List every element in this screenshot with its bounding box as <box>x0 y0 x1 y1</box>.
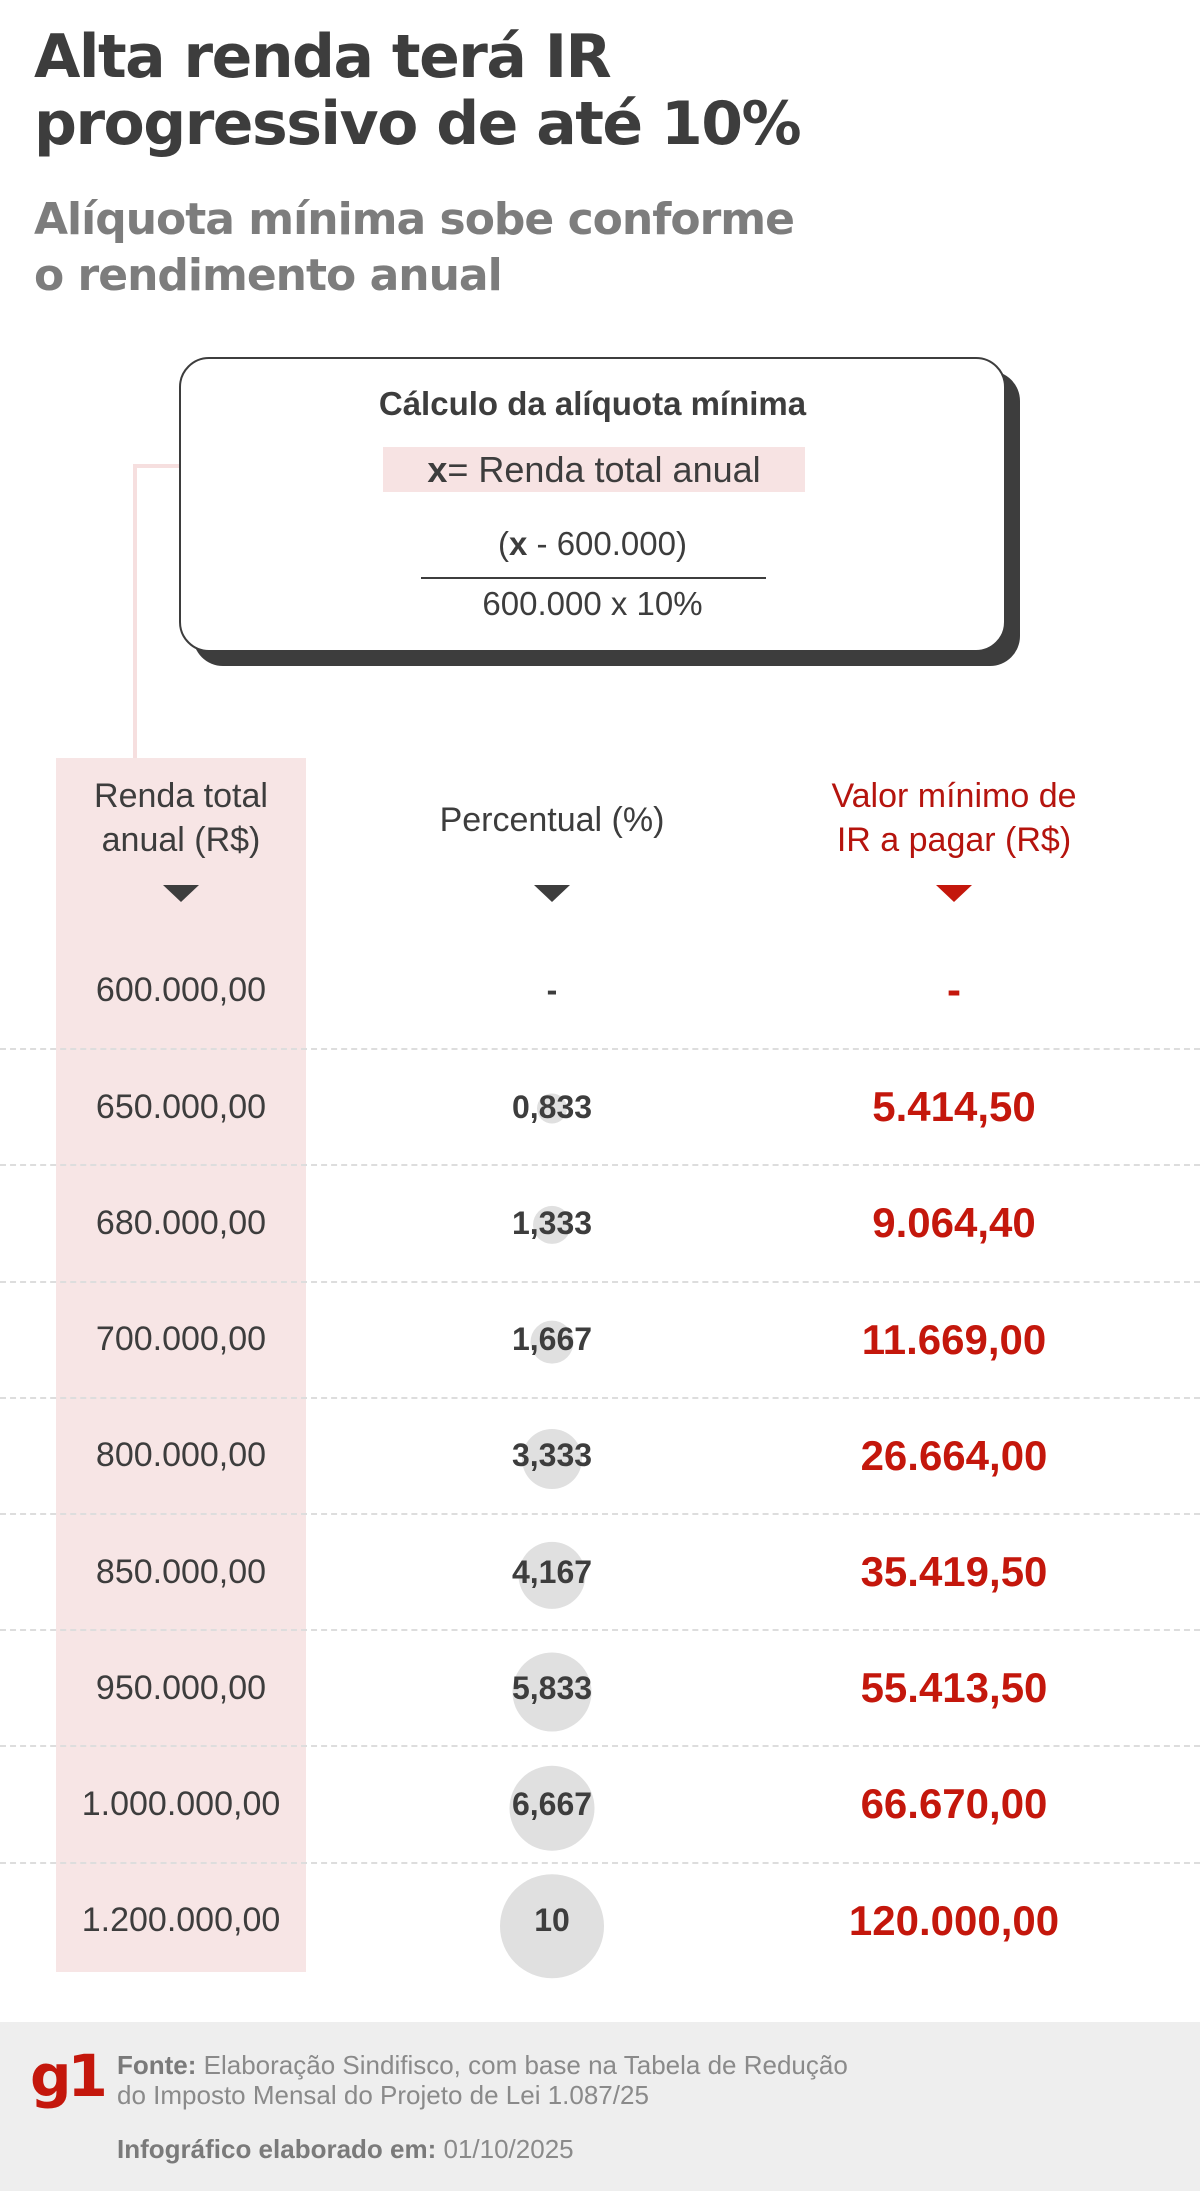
footer: g1 Fonte: Elaboração Sindifisco, com bas… <box>0 2022 1200 2191</box>
renda-cell: 650.000,00 <box>95 1087 267 1126</box>
valor-cell: 9.064,40 <box>872 1199 1036 1247</box>
numerator-rest: - 600.000) <box>527 525 687 562</box>
table-row: 600.000,00 - - <box>0 932 1200 1048</box>
table-row: 650.000,00 0,833 5.414,50 <box>0 1048 1200 1164</box>
percentual-bubble <box>537 1093 567 1124</box>
column-header-renda-line-2: anual (R$) <box>101 821 261 859</box>
fraction-line <box>421 577 766 579</box>
percentual-cell: 5,833 <box>452 1631 652 1745</box>
percentual-cell: 3,333 <box>452 1399 652 1513</box>
percentual-value: 4,167 <box>511 1553 593 1590</box>
percentual-bubble <box>509 1766 595 1852</box>
valor-cell: 66.670,00 <box>860 1780 1048 1828</box>
column-header-valor-line-2: IR a pagar (R$) <box>836 821 1072 859</box>
formula-definition: x= Renda total anual <box>383 447 805 492</box>
renda-cell: 1.200.000,00 <box>81 1901 281 1940</box>
percentual-cell: 10 <box>452 1864 652 1978</box>
source-label: Fonte: <box>117 2050 197 2080</box>
table-row: 850.000,00 4,167 35.419,50 <box>0 1512 1200 1629</box>
percentual-value: 10 <box>534 1902 570 1939</box>
made-label: Infográfico elaborado em: <box>117 2134 437 2164</box>
column-header-renda: Renda total anual (R$) <box>56 774 306 862</box>
formula-definition-text: = Renda total anual <box>447 449 761 490</box>
page-title: Alta renda terá IR progressivo de até 10… <box>34 24 1174 158</box>
valor-cell: - <box>947 966 961 1014</box>
table-row: 950.000,00 5,833 55.413,50 <box>0 1629 1200 1745</box>
made-date: Infográfico elaborado em: 01/10/2025 <box>117 2134 574 2165</box>
renda-cell: 850.000,00 <box>95 1552 267 1591</box>
renda-cell: 950.000,00 <box>95 1668 267 1707</box>
percentual-cell: - <box>452 932 652 1048</box>
valor-cell: 11.669,00 <box>861 1315 1047 1363</box>
renda-cell: 1.000.000,00 <box>81 1784 281 1823</box>
renda-cell: 700.000,00 <box>95 1320 267 1359</box>
down-arrow-icon <box>534 885 570 902</box>
percentual-cell: 6,667 <box>452 1747 652 1861</box>
percentual-value: 1,667 <box>511 1321 593 1358</box>
valor-cell: 26.664,00 <box>860 1431 1048 1479</box>
page-subtitle: Alíquota mínima sobe conforme o rendimen… <box>34 192 1174 304</box>
numerator-variable: x <box>509 525 528 562</box>
down-arrow-icon <box>163 885 199 902</box>
valor-cell: 120.000,00 <box>848 1896 1060 1944</box>
percentual-cell: 1,667 <box>452 1283 652 1397</box>
renda-cell: 680.000,00 <box>95 1203 267 1242</box>
formula-denominator: 600.000 x 10% <box>482 585 703 622</box>
title-line-1: Alta renda terá IR <box>34 22 612 92</box>
valor-cell: 5.414,50 <box>872 1083 1036 1131</box>
percentual-cell: 4,167 <box>452 1515 652 1629</box>
table-row: 680.000,00 1,333 9.064,40 <box>0 1164 1200 1280</box>
formula-variable: x <box>427 449 448 490</box>
formula-box: Cálculo da alíquota mínima x= Renda tota… <box>179 357 1006 652</box>
source-text: Fonte: Elaboração Sindifisco, com base n… <box>117 2050 848 2110</box>
numerator-open: ( <box>498 525 510 562</box>
renda-cell: 600.000,00 <box>95 970 267 1009</box>
g1-logo: g1 <box>30 2042 108 2110</box>
column-header-renda-line-1: Renda total <box>94 777 268 815</box>
renda-column-highlight <box>56 758 306 1972</box>
table-row: 700.000,00 1,667 11.669,00 <box>0 1280 1200 1397</box>
valor-cell: 35.419,50 <box>860 1548 1048 1596</box>
percentual-value: 6,667 <box>511 1785 593 1822</box>
table-row: 800.000,00 3,333 26.664,00 <box>0 1396 1200 1513</box>
renda-cell: 800.000,00 <box>95 1436 267 1475</box>
percentual-value: 0,833 <box>511 1088 593 1125</box>
percentual-bubble <box>500 1873 604 1978</box>
formula-numerator: (x - 600.000) <box>181 525 1004 563</box>
data-table: 600.000,00 - - 650.000,00 0,833 5.414,50… <box>0 932 1200 1978</box>
percentual-bubble <box>530 1320 574 1364</box>
column-header-valor-line-1: Valor mínimo de <box>831 777 1077 815</box>
percentual-cell: 1,333 <box>452 1166 652 1280</box>
down-arrow-red-icon <box>936 885 972 902</box>
percentual-cell: 0,833 <box>452 1050 652 1164</box>
source-line-2: do Imposto Mensal do Projeto de Lei 1.08… <box>117 2080 649 2110</box>
table-row: 1.000.000,00 6,667 66.670,00 <box>0 1745 1200 1861</box>
subtitle-line-1: Alíquota mínima sobe conforme <box>34 194 795 245</box>
valor-cell: 55.413,50 <box>860 1664 1048 1712</box>
percentual-value: 3,333 <box>511 1437 593 1474</box>
percentual-bubble <box>512 1652 592 1732</box>
percentual-value: 5,833 <box>511 1669 593 1706</box>
column-header-percentual-line-1: Percentual (%) <box>439 801 665 839</box>
column-header-percentual: Percentual (%) <box>352 798 752 842</box>
percentual-value: - <box>546 971 558 1008</box>
percentual-bubble <box>522 1428 582 1489</box>
connector-line-vertical <box>133 464 137 760</box>
percentual-bubble <box>518 1541 586 1609</box>
percentual-value: 1,333 <box>511 1204 593 1241</box>
table-row: 1.200.000,00 10 120.000,00 <box>0 1861 1200 1978</box>
percentual-bubble <box>533 1206 571 1245</box>
formula-title: Cálculo da alíquota mínima <box>378 385 807 422</box>
source-line-1: Fonte: Elaboração Sindifisco, com base n… <box>117 2050 848 2080</box>
subtitle-line-2: o rendimento anual <box>34 250 503 301</box>
title-line-2: progressivo de até 10% <box>34 89 802 159</box>
made-date-value: 01/10/2025 <box>436 2134 574 2164</box>
column-header-valor: Valor mínimo de IR a pagar (R$) <box>754 774 1154 862</box>
source-line-1-text: Elaboração Sindifisco, com base na Tabel… <box>196 2050 848 2080</box>
